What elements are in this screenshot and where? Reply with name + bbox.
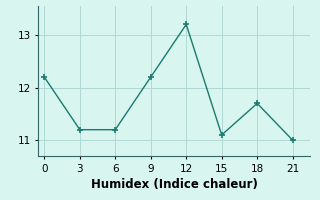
X-axis label: Humidex (Indice chaleur): Humidex (Indice chaleur) [91,178,258,191]
